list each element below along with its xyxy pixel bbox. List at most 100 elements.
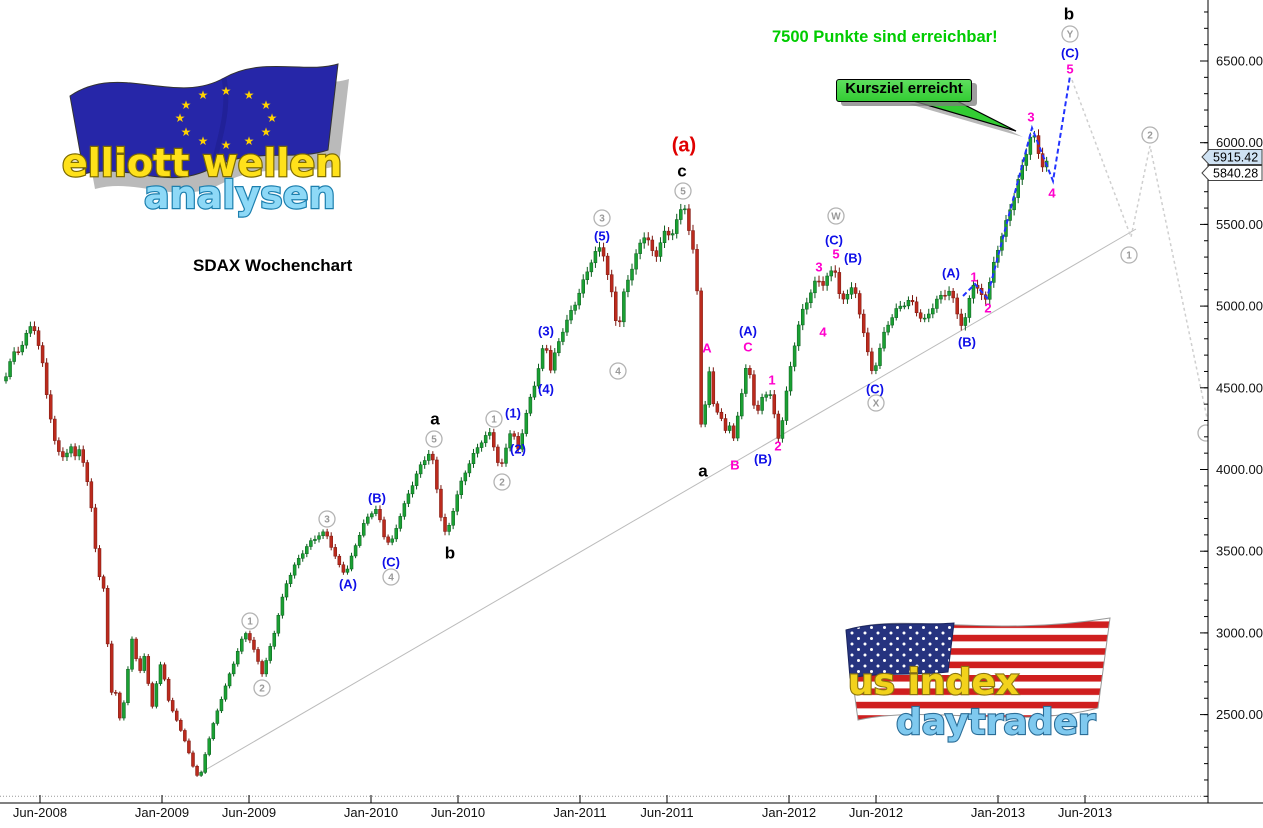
- wave-label-black: c: [677, 162, 686, 181]
- gray-projection: [1071, 79, 1208, 419]
- wave-label-black: a: [698, 462, 708, 481]
- callout-tail-shadow: [909, 104, 1023, 137]
- svg-text:★: ★: [244, 134, 255, 148]
- wave-label-magenta: 1: [970, 270, 977, 285]
- svg-text:★: ★: [198, 134, 209, 148]
- x-axis-label: Jun-2011: [640, 805, 693, 820]
- x-axis-label: Jun-2009: [222, 805, 276, 820]
- x-axis-label: Jan-2011: [553, 805, 606, 820]
- svg-text:★: ★: [267, 111, 278, 125]
- wave-label: 1: [1126, 251, 1132, 262]
- wave-label: 5: [680, 187, 686, 198]
- svg-text:★: ★: [181, 125, 192, 139]
- wave-circle: [485, 410, 503, 428]
- wave-label-magenta: 3: [815, 260, 822, 275]
- wave-label-red: (a): [672, 135, 696, 157]
- wave-label-blue: (A): [739, 324, 757, 339]
- y-axis-label: 6000.00: [1216, 135, 1263, 150]
- wave-label: 5: [431, 435, 437, 446]
- logo-text-elliott-wellen: elliott wellen: [62, 141, 342, 185]
- wave-circle: [425, 430, 443, 448]
- wave-label-blue: (C): [382, 555, 400, 570]
- wave-label: 1: [247, 617, 253, 628]
- wave-label-magenta: 1: [768, 373, 775, 388]
- y-axis-label: 4000.00: [1216, 462, 1263, 477]
- x-axis-label: Jan-2010: [344, 805, 398, 820]
- wave-circle: [1141, 126, 1159, 144]
- wave-circle: [609, 362, 627, 380]
- wave-labels: 1234512345WXY12(A)(B)(C)(1)(2)(3)(4)(5)(…: [241, 5, 1208, 697]
- x-axis-label: Jun-2012: [849, 805, 903, 820]
- svg-text:★: ★: [261, 125, 272, 139]
- eu-flag-icon: ★★★ ★★★ ★★★ ★ ★★: [69, 63, 349, 193]
- wave-label-magenta: 3: [1027, 110, 1034, 125]
- wave-circle: [1061, 25, 1079, 43]
- wave-label-magenta: 5: [1066, 62, 1073, 77]
- x-axis-label: Jan-2012: [762, 805, 816, 820]
- candlestick-series: [4, 129, 1049, 777]
- wave-circle: [318, 510, 336, 528]
- wave-label-magenta: 4: [1048, 186, 1056, 201]
- wave-label: W: [831, 212, 841, 223]
- wave-label-magenta: B: [730, 458, 739, 473]
- wave-circle: [382, 568, 400, 586]
- wave-circle: [1120, 246, 1138, 264]
- wave-label-blue: (B): [958, 335, 976, 350]
- price-tag-current: 5915.42: [1201, 149, 1263, 165]
- wave-label-blue: (2): [510, 442, 526, 457]
- y-axis-label: 2500.00: [1216, 707, 1263, 722]
- wave-label: 4: [388, 573, 394, 584]
- wave-label: 2: [1147, 131, 1153, 142]
- wave-label: 2: [499, 478, 505, 489]
- wave-label-blue: (B): [754, 452, 772, 467]
- wave-label-blue: (B): [368, 491, 386, 506]
- wave-label: 2: [259, 684, 265, 695]
- svg-text:★: ★: [221, 138, 232, 152]
- wave-label-blue: (C): [1061, 46, 1079, 61]
- wave-label: 3: [599, 214, 605, 225]
- y-axis-label: 4500.00: [1216, 380, 1263, 395]
- headline-annotation: 7500 Punkte sind erreichbar!: [772, 28, 998, 46]
- wave-label-magenta: 2: [984, 301, 991, 316]
- wave-label-black: b: [1064, 5, 1074, 24]
- wave-label-blue: (A): [339, 577, 357, 592]
- svg-text:★: ★: [221, 84, 232, 98]
- wave-circle: [1197, 424, 1208, 442]
- wave-label-magenta: 5: [832, 247, 839, 262]
- wave-circle: [253, 679, 271, 697]
- wave-label-magenta: 4: [819, 325, 827, 340]
- wave-circle: [674, 182, 692, 200]
- y-axis-label: 6500.00: [1216, 54, 1263, 69]
- wave-label-blue: (A): [942, 266, 960, 281]
- svg-text:★: ★: [175, 111, 186, 125]
- chart-title: SDAX Wochenchart: [193, 256, 353, 275]
- logo-text-analysen: analysen: [144, 173, 336, 217]
- elliott-wellen-analysen-logo: ★★★ ★★★ ★★★ ★ ★★ elliott wellen analysen: [61, 63, 349, 218]
- eu-stars-icon: ★★★ ★★★ ★★★ ★ ★★: [175, 84, 278, 152]
- wave-label-blue: (B): [844, 251, 862, 266]
- wave-label: X: [873, 399, 880, 410]
- wave-circle: [493, 473, 511, 491]
- wave-label-magenta: 2: [774, 439, 781, 454]
- svg-text:★: ★: [261, 98, 272, 112]
- wave-label-magenta: A: [702, 341, 712, 356]
- x-axis-label: Jun-2010: [431, 805, 485, 820]
- price-tag-previous: 5840.28: [1201, 165, 1263, 181]
- logo-text-daytrader: daytrader: [896, 702, 1096, 743]
- wave-label-blue: (C): [825, 233, 843, 248]
- x-axis-label: Jan-2013: [971, 805, 1025, 820]
- wave-label-magenta: C: [743, 340, 753, 355]
- wave-circle: [241, 612, 259, 630]
- x-axis-label: Jun-2008: [13, 805, 67, 820]
- wave-label-black: a: [430, 410, 440, 429]
- wave-circle: [593, 209, 611, 227]
- x-axis-label: Jan-2009: [135, 805, 189, 820]
- us-index-daytrader-logo: us index daytrader: [845, 617, 1111, 744]
- wave-label-blue: (4): [538, 382, 554, 397]
- wave-label-black: b: [445, 544, 455, 563]
- svg-text:★: ★: [244, 88, 255, 102]
- y-axis-label: 3000.00: [1216, 625, 1263, 640]
- price-tag-previous-value: 5840.28: [1213, 167, 1258, 181]
